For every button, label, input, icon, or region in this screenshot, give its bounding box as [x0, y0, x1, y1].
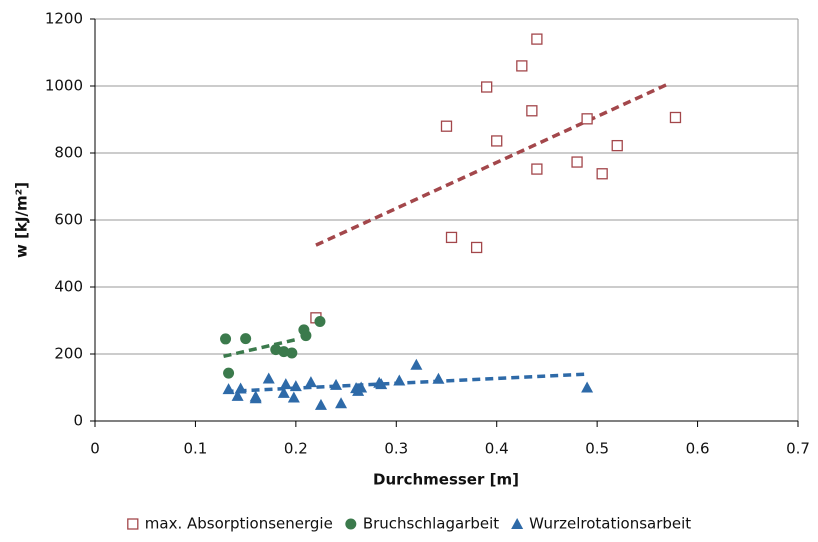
- x-axis-label: Durchmesser [m]: [373, 471, 519, 489]
- point: [304, 376, 317, 388]
- point: [286, 347, 298, 359]
- point: [571, 156, 583, 168]
- point: [611, 139, 623, 152]
- point: [355, 381, 368, 393]
- legend-marker: [127, 518, 139, 530]
- point: [223, 367, 235, 379]
- legend-marker: [511, 518, 524, 529]
- y-axis-label: w [kJ/m²]: [13, 182, 31, 258]
- point: [262, 372, 275, 384]
- point: [410, 358, 423, 370]
- point: [581, 381, 594, 393]
- x-tick-label: 0: [90, 440, 100, 458]
- point: [314, 398, 327, 410]
- point: [240, 333, 252, 345]
- point: [581, 113, 593, 125]
- y-tick-label: 600: [54, 211, 83, 229]
- trend-line: [225, 372, 588, 394]
- point: [335, 397, 348, 409]
- point: [669, 111, 682, 124]
- x-tick-label: 0.4: [485, 440, 509, 458]
- point: [481, 81, 493, 93]
- legend-label: Bruchschlagarbeit: [363, 515, 499, 533]
- point: [491, 135, 503, 147]
- x-tick-label: 0.2: [284, 440, 308, 458]
- x-tick-label: 0.7: [786, 440, 810, 458]
- point: [375, 378, 388, 390]
- point: [287, 391, 300, 403]
- trend-line: [315, 82, 669, 247]
- legend-label: max. Absorptionsenergie: [145, 515, 333, 533]
- point: [249, 392, 262, 404]
- point: [300, 330, 312, 342]
- y-tick-label: 200: [54, 345, 83, 363]
- x-tick-label: 0.5: [585, 440, 609, 458]
- point: [314, 316, 326, 328]
- point: [289, 380, 302, 392]
- y-tick-label: 800: [54, 144, 83, 162]
- point: [470, 241, 483, 254]
- x-tick-label: 0.1: [183, 440, 207, 458]
- legend-marker: [345, 518, 357, 530]
- point: [231, 389, 244, 401]
- point: [440, 120, 453, 132]
- point: [596, 168, 608, 180]
- point: [432, 372, 445, 384]
- point: [234, 382, 247, 394]
- y-tick-label: 1200: [45, 10, 83, 28]
- x-tick-label: 0.3: [384, 440, 408, 458]
- point: [393, 374, 406, 386]
- point: [531, 33, 543, 45]
- x-tick-label: 0.6: [686, 440, 710, 458]
- point: [220, 333, 232, 345]
- point: [445, 231, 458, 244]
- point: [526, 105, 538, 117]
- point: [222, 383, 235, 395]
- y-tick-label: 400: [54, 278, 83, 296]
- point: [330, 378, 343, 390]
- point: [277, 386, 290, 398]
- point: [531, 163, 543, 175]
- point: [279, 378, 292, 390]
- y-tick-label: 0: [73, 412, 83, 430]
- y-tick-label: 1000: [45, 77, 83, 95]
- legend-label: Wurzelrotationsarbeit: [529, 515, 691, 533]
- point: [516, 60, 528, 72]
